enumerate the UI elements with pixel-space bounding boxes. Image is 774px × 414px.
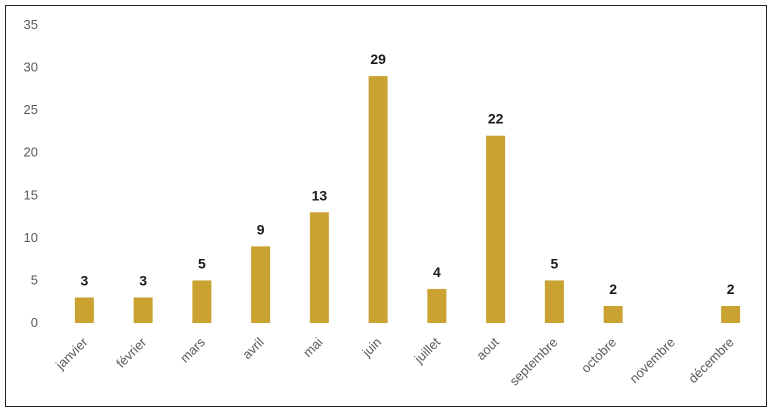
y-tick-label: 35 [24,17,38,32]
x-axis-labels: janvier février mars avril mai juin juillet aou… [52,334,737,389]
y-tick-label: 30 [24,60,38,75]
x-tick-label: septembre [506,335,560,389]
x-tick-label: janvier [52,334,91,373]
x-tick-label: novembre [627,335,678,386]
x-tick-label: décembre [685,335,736,386]
data-label: 3 [80,272,88,288]
data-label: 5 [198,255,206,271]
bar-avril [251,246,271,323]
data-label: 22 [488,111,504,127]
x-tick-label: avril [239,334,267,362]
data-label: 13 [312,187,328,203]
y-tick-label: 15 [24,187,38,202]
data-label: 29 [370,51,386,67]
bars [74,76,741,323]
bar-aout [486,135,506,323]
x-tick-label: février [113,334,150,371]
bar-mai [309,212,329,323]
data-label: 9 [257,221,265,237]
bar-septembre [544,280,564,323]
x-tick-label: mars [177,334,208,365]
bar-juillet [427,288,447,323]
data-label: 3 [139,272,147,288]
y-tick-label: 5 [31,272,38,287]
bar-décembre [721,305,741,323]
bar-janvier [74,297,94,323]
data-label: 2 [727,281,735,297]
x-tick-label: octobre [578,335,619,376]
bar-mars [192,280,212,323]
x-tick-label: mai [300,334,325,359]
y-tick-label: 25 [24,102,38,117]
x-tick-label: aout [473,334,502,363]
data-label: 2 [609,281,617,297]
bar-février [133,297,153,323]
x-tick-label: juillet [411,334,444,367]
data-label: 5 [550,255,558,271]
y-axis-ticks: 0 5 10 15 20 25 30 35 [24,17,38,330]
y-tick-label: 20 [24,145,38,160]
data-label: 4 [433,264,441,280]
y-tick-label: 10 [24,230,38,245]
bar-juin [368,76,388,323]
y-tick-label: 0 [31,315,38,330]
bar-octobre [603,305,623,323]
x-tick-label: juin [359,335,385,361]
